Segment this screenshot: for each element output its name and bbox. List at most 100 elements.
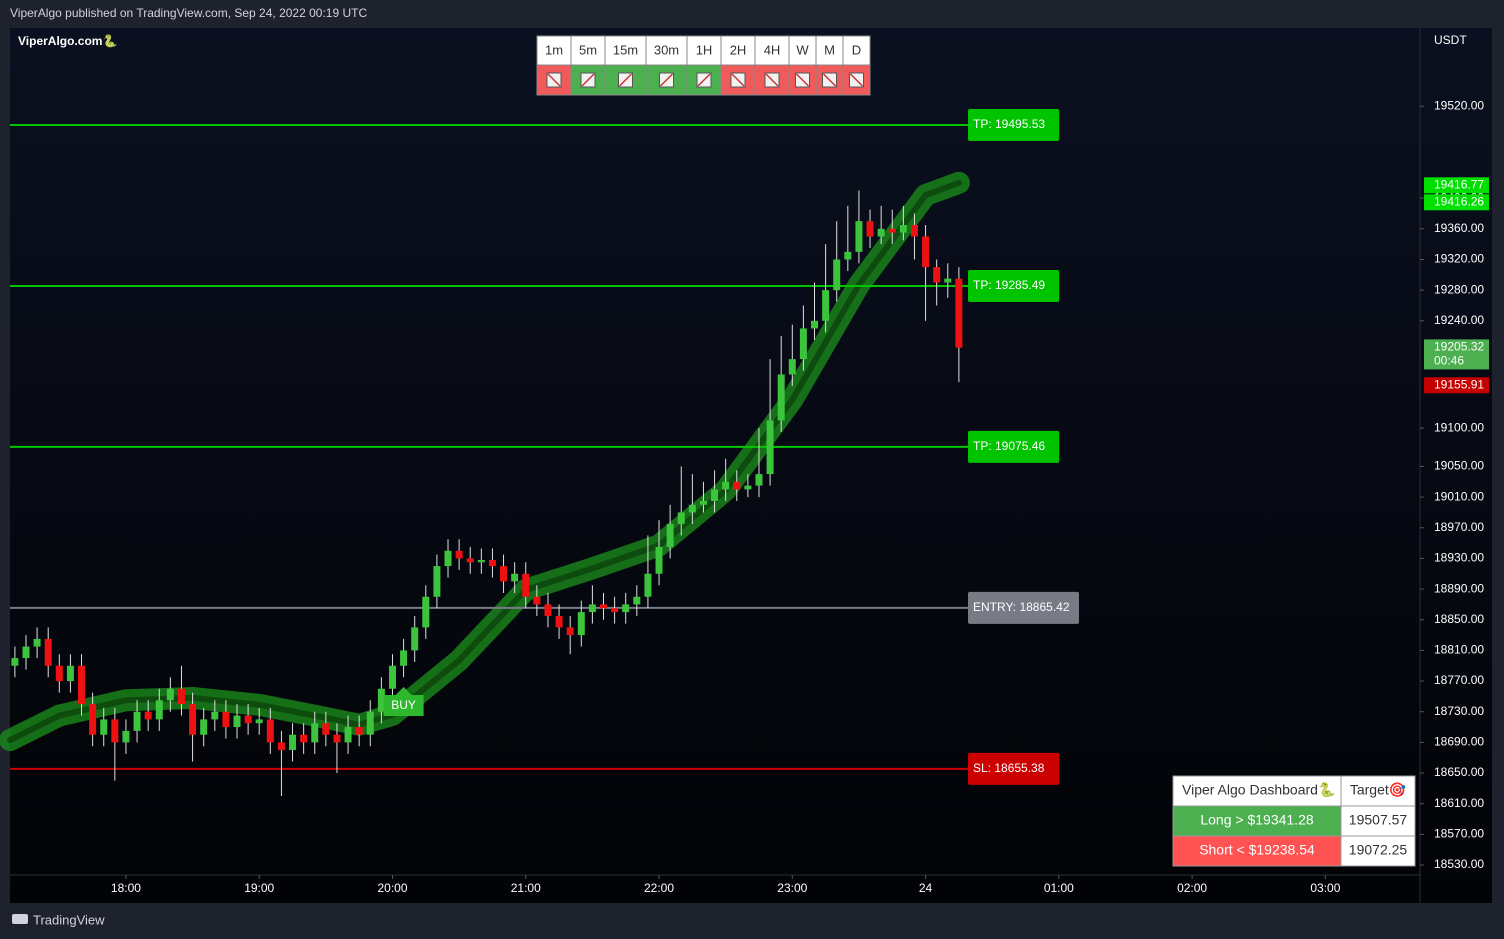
candle-body bbox=[711, 489, 719, 501]
y-tick-label: 18530.00 bbox=[1434, 857, 1484, 871]
candle-body bbox=[611, 608, 619, 613]
y-tick-label: 18890.00 bbox=[1434, 581, 1484, 595]
candle-body bbox=[644, 573, 652, 597]
candle-body bbox=[344, 727, 352, 743]
candle-body bbox=[22, 646, 30, 659]
dash-cell bbox=[1340, 775, 1416, 807]
dash-cell bbox=[1172, 835, 1342, 867]
dash-text: Viper Algo Dashboard🐍 bbox=[1182, 782, 1335, 799]
dash-text: 19507.57 bbox=[1349, 812, 1408, 828]
candle-body bbox=[622, 604, 630, 613]
candle-body bbox=[500, 566, 508, 582]
price-label: 19205.32 bbox=[1434, 340, 1484, 354]
candle-body bbox=[944, 278, 952, 283]
price-label-box bbox=[1424, 339, 1489, 370]
tf-state-cell bbox=[536, 64, 572, 96]
tf-icon-line bbox=[581, 73, 595, 87]
candle-body bbox=[488, 559, 496, 567]
candle-body bbox=[422, 596, 430, 628]
candle-body bbox=[666, 523, 674, 547]
candle-body bbox=[366, 711, 374, 735]
tf-header-cell bbox=[536, 35, 572, 66]
x-tick-label: 01:00 bbox=[1044, 881, 1074, 895]
tf-icon-line bbox=[822, 73, 837, 87]
candle-body bbox=[133, 711, 141, 731]
y-tick-label: 19240.00 bbox=[1434, 313, 1484, 327]
tf-icon-line bbox=[618, 73, 633, 87]
candle-body bbox=[322, 723, 330, 735]
candle-body bbox=[333, 734, 341, 743]
candle-body bbox=[477, 559, 485, 563]
level-label: SL: 18655.38 bbox=[973, 761, 1045, 775]
publish-info: ViperAlgo published on TradingView.com, … bbox=[10, 6, 367, 20]
candle-body bbox=[777, 374, 785, 421]
candle-body bbox=[788, 359, 796, 375]
candle-body bbox=[799, 328, 807, 360]
level-label-box bbox=[968, 269, 1060, 302]
dash-cell bbox=[1340, 835, 1416, 867]
candle-body bbox=[55, 665, 63, 682]
candle-body bbox=[444, 550, 452, 567]
level-label-box bbox=[968, 752, 1060, 785]
dash-text: Target🎯 bbox=[1350, 782, 1407, 798]
candle-body bbox=[411, 627, 419, 651]
candle-body bbox=[877, 228, 885, 237]
candle-body bbox=[455, 550, 463, 559]
price-label-box bbox=[1424, 177, 1489, 194]
candle-body bbox=[33, 638, 41, 647]
tf-header-cell bbox=[720, 35, 756, 66]
candle-body bbox=[233, 715, 241, 728]
candle-body bbox=[522, 573, 530, 597]
candle-body bbox=[588, 604, 596, 613]
level-label-box bbox=[968, 108, 1060, 141]
candle-body bbox=[222, 711, 230, 728]
level-label: TP: 19495.53 bbox=[973, 117, 1045, 131]
candle-body bbox=[111, 719, 119, 743]
candle-body bbox=[189, 704, 197, 735]
candle-body bbox=[355, 727, 363, 735]
candle-body bbox=[122, 730, 130, 743]
candle-body bbox=[855, 221, 863, 252]
currency: USDT bbox=[1434, 33, 1467, 47]
candle-body bbox=[744, 485, 752, 490]
candle-body bbox=[388, 665, 396, 689]
candle-body bbox=[11, 658, 19, 666]
footer-logo bbox=[12, 914, 28, 924]
candle-body bbox=[955, 278, 963, 348]
candle-body bbox=[166, 688, 174, 701]
candle-body bbox=[533, 596, 541, 605]
x-tick-label: 23:00 bbox=[777, 881, 807, 895]
candle-body bbox=[933, 267, 941, 283]
level-label: TP: 19075.46 bbox=[973, 439, 1045, 453]
y-tick-label: 19520.00 bbox=[1434, 98, 1484, 112]
tf-icon-line bbox=[849, 73, 864, 87]
candle-body bbox=[688, 504, 696, 513]
x-tick-label: 03:00 bbox=[1310, 881, 1340, 895]
y-tick-label: 19050.00 bbox=[1434, 459, 1484, 473]
candle-body bbox=[888, 228, 896, 233]
tf-label: W bbox=[796, 42, 809, 57]
candle-body bbox=[100, 719, 108, 735]
price-label: 19155.91 bbox=[1434, 377, 1484, 391]
candle-body bbox=[733, 481, 741, 490]
tf-header-cell bbox=[754, 35, 790, 66]
candle-body bbox=[833, 259, 841, 291]
candle-body bbox=[566, 627, 574, 636]
tf-header-cell bbox=[645, 35, 688, 66]
tf-icon-line bbox=[547, 73, 561, 87]
y-tick-label: 19010.00 bbox=[1434, 489, 1484, 503]
brand: ViperAlgo.com🐍 bbox=[18, 34, 117, 48]
y-tick-label: 18650.00 bbox=[1434, 765, 1484, 779]
y-tick-label: 18610.00 bbox=[1434, 796, 1484, 810]
candle-body bbox=[89, 704, 97, 735]
price-label: 19416.77 bbox=[1434, 177, 1484, 191]
candle-body bbox=[633, 596, 641, 605]
signal-label: BUY bbox=[391, 698, 416, 712]
candle-body bbox=[277, 742, 285, 751]
candle-body bbox=[211, 711, 219, 720]
tf-label: 30m bbox=[654, 42, 679, 57]
tf-label: 5m bbox=[579, 42, 597, 57]
tf-icon-line bbox=[795, 73, 810, 87]
footer: TradingView bbox=[33, 912, 105, 927]
